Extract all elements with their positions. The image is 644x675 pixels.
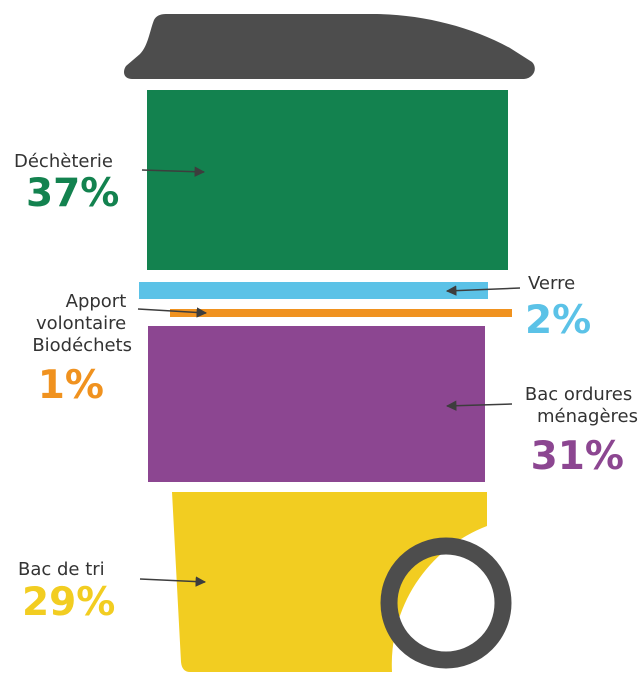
- value-decheterie: 37%: [26, 171, 119, 216]
- arrow-decheterie: [141, 166, 206, 177]
- bin-wheel: [380, 537, 512, 669]
- arrow-ordures-menageres: [445, 400, 513, 411]
- label-decheterie: Déchèterie: [14, 151, 113, 172]
- value-biodechets: 1%: [38, 363, 104, 408]
- segment-decheterie: [147, 90, 508, 270]
- value-verre: 2%: [525, 298, 591, 343]
- label-biodechets: Apport volontaire Biodéchets: [32, 291, 132, 356]
- segment-biodechets: [170, 309, 512, 317]
- label-bac-de-tri: Bac de tri: [18, 559, 105, 580]
- segment-bac-de-tri: [172, 492, 487, 672]
- label-verre: Verre: [528, 273, 575, 294]
- arrow-bac-de-tri: [139, 576, 207, 587]
- label-ordures-menageres: Bac ordures ménagères: [525, 384, 638, 427]
- segment-verre: [139, 282, 488, 299]
- value-bac-de-tri: 29%: [22, 580, 115, 625]
- arrow-verre: [445, 285, 521, 296]
- segment-ordures-menageres: [148, 326, 485, 482]
- arrow-biodechets: [137, 307, 208, 318]
- value-ordures-menageres: 31%: [531, 434, 624, 479]
- bin-lid: [124, 14, 535, 79]
